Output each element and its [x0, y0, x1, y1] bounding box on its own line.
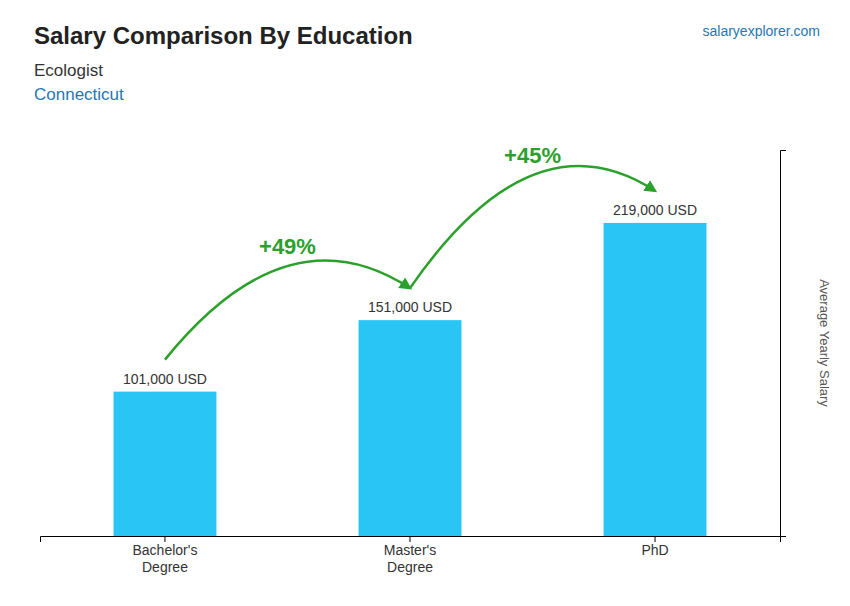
arrow: [165, 260, 410, 359]
data-labels: 101,000 USD 151,000 USD 219,000 USD: [123, 202, 697, 387]
subtitle: Connecticut: [34, 85, 124, 104]
chart: Salary Comparison By Education Ecologist C…: [0, 0, 850, 606]
plot: Bachelor'sDegree Master'sDegree PhD 101,000…: [41, 143, 787, 575]
arrow-label: +45%: [504, 143, 561, 168]
y-axis-label: Average Yearly Salary: [817, 279, 832, 407]
x-tick-label: PhD: [641, 542, 668, 558]
data-label: 101,000 USD: [123, 371, 207, 387]
data-label: 151,000 USD: [368, 299, 452, 315]
bar: [604, 223, 707, 536]
x-tick-label: Bachelor'sDegree: [132, 542, 197, 575]
bars: [114, 223, 707, 536]
title: Salary Comparison By Education: [34, 22, 413, 49]
arrows: +49% +45%: [165, 143, 655, 359]
y-axis: [781, 151, 787, 537]
x-tick: Bachelor'sDegree: [132, 536, 197, 575]
y-axis-line: [781, 151, 787, 537]
data-label: 219,000 USD: [613, 202, 697, 218]
watermark: salaryexplorer.com: [703, 23, 821, 39]
bar: [359, 320, 462, 536]
x-axis: Bachelor'sDegree Master'sDegree PhD: [41, 536, 781, 575]
arrow-label: +49%: [259, 234, 316, 259]
arrow: [410, 166, 655, 288]
bar: [114, 392, 217, 536]
subtitle: Ecologist: [34, 61, 103, 80]
x-tick: Master'sDegree: [384, 536, 436, 575]
x-tick-label: Master'sDegree: [384, 542, 436, 575]
x-tick: PhD: [641, 536, 668, 558]
